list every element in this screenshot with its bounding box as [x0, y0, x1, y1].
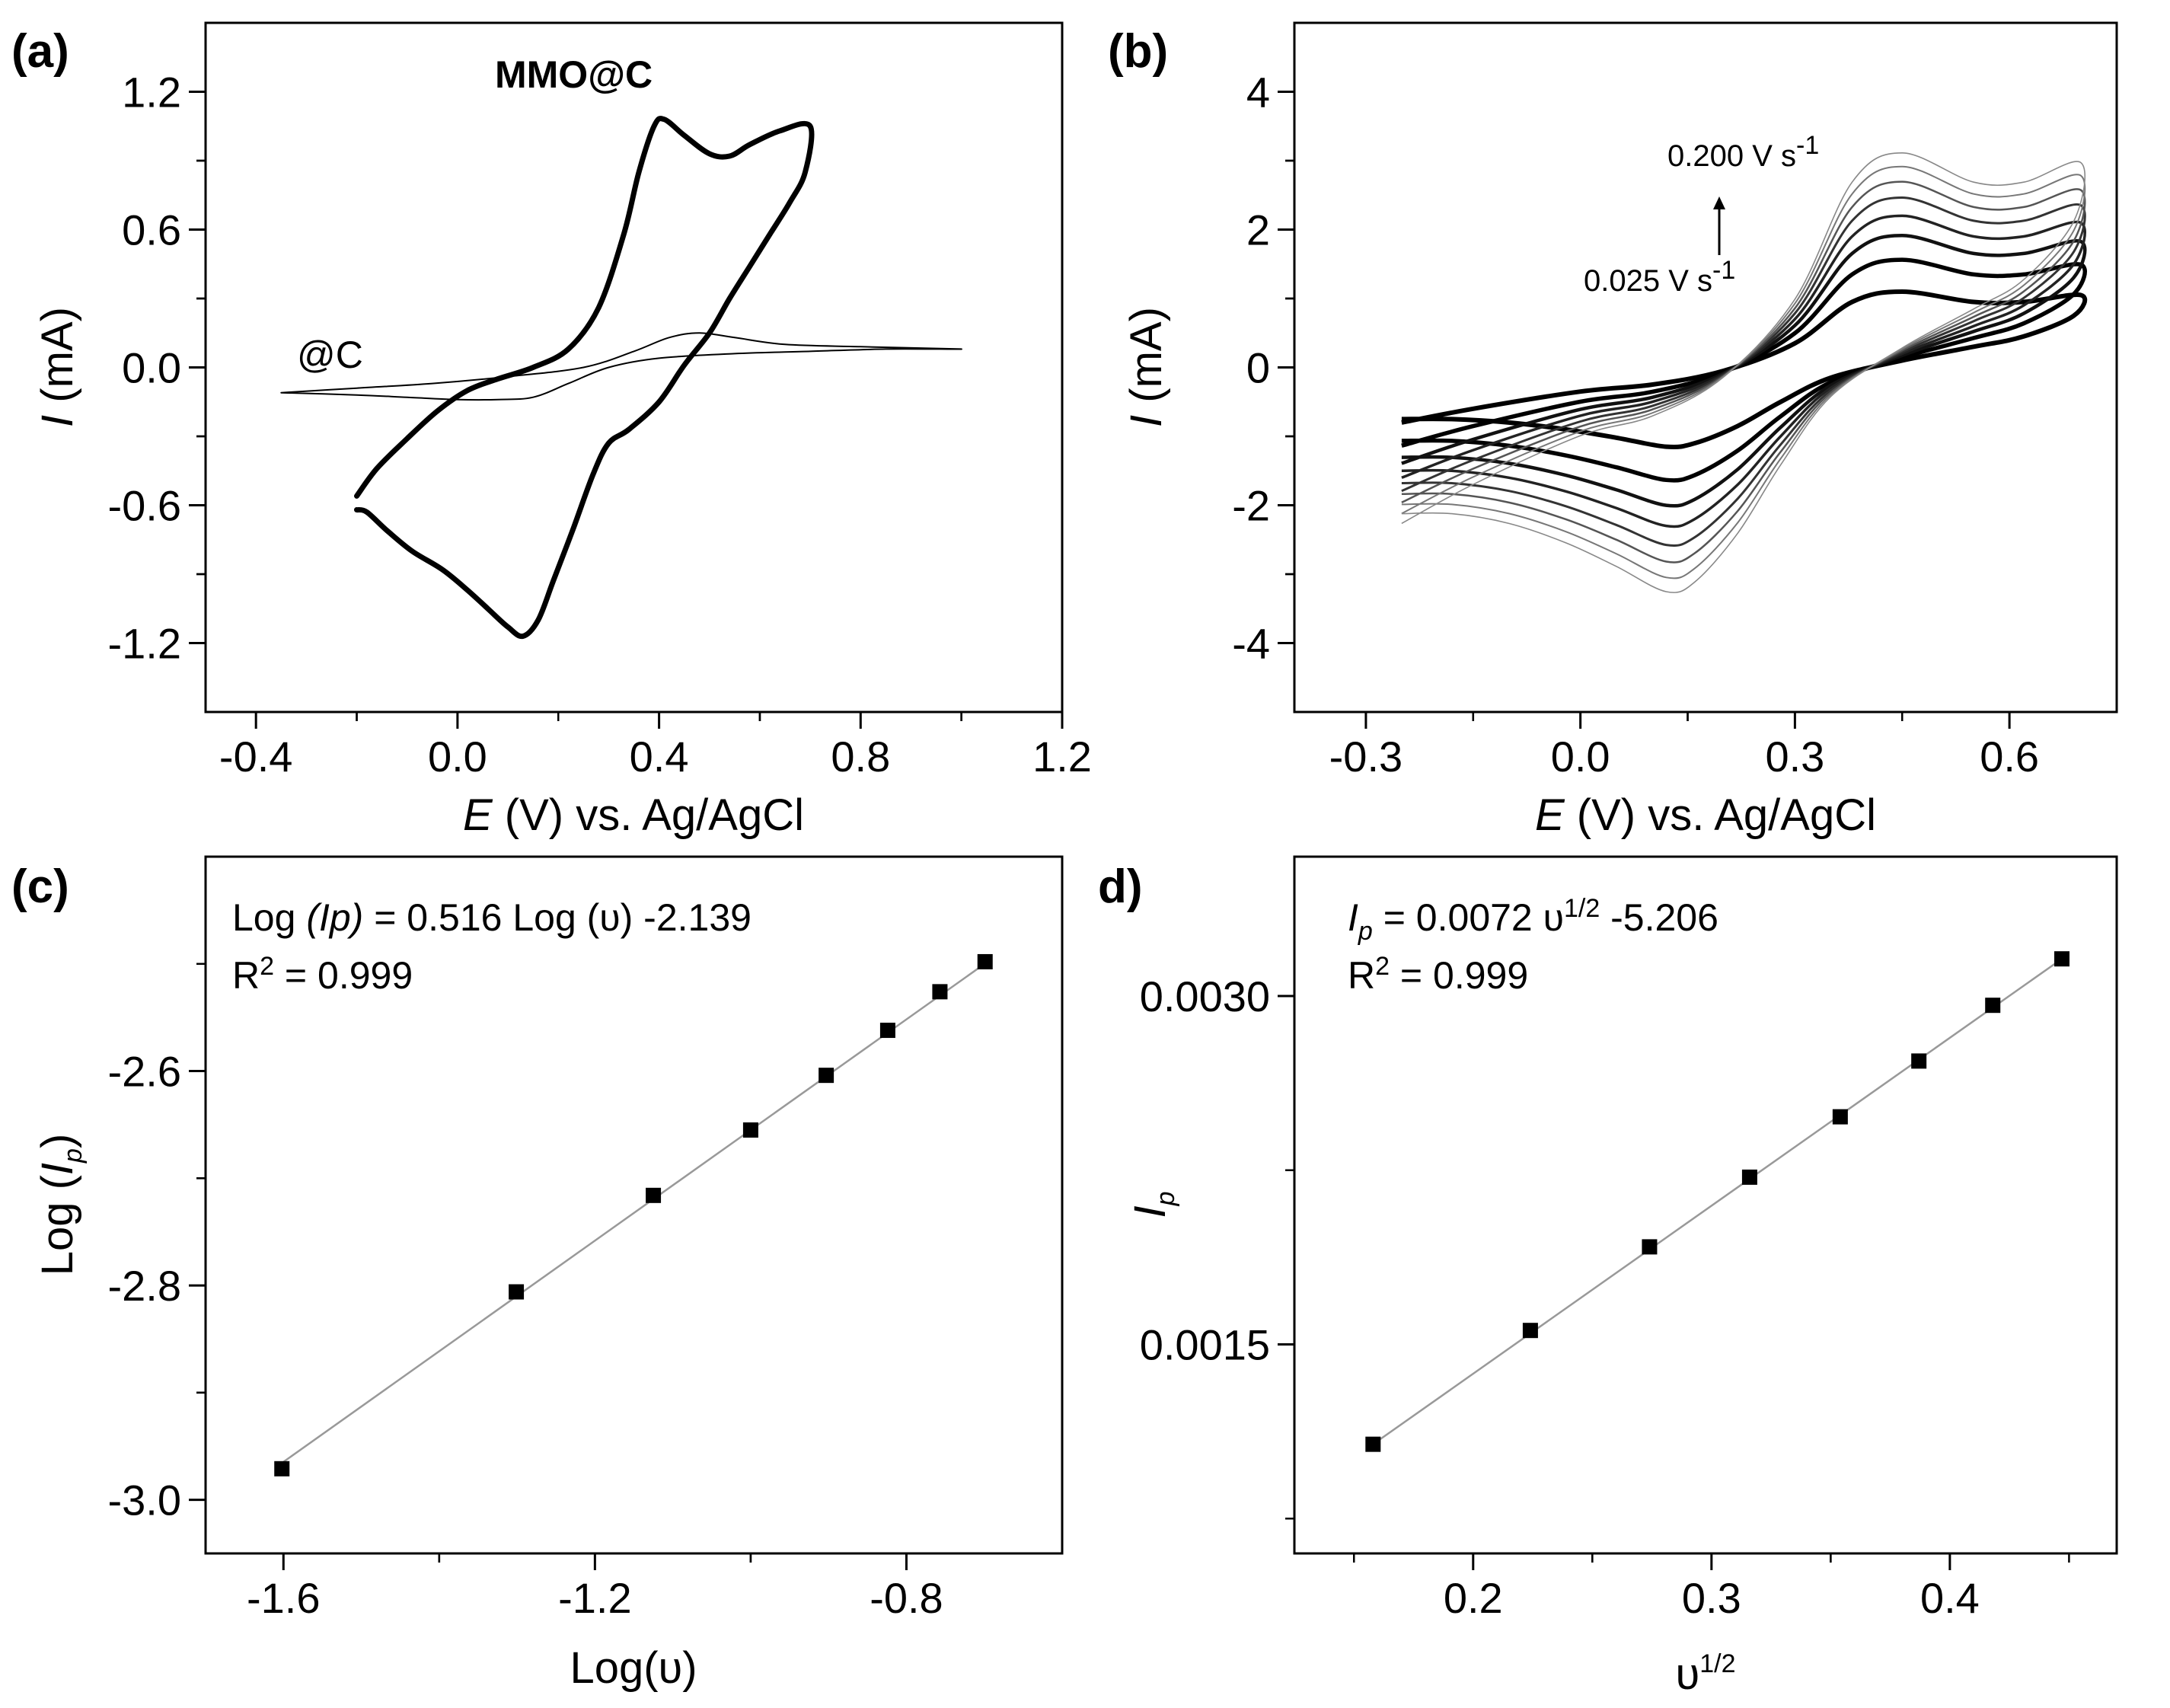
- data-point: [1911, 1053, 1927, 1069]
- panel-c-equation: Log (Ip) = 0.516 Log (υ) -2.139: [232, 896, 752, 939]
- data-point: [509, 1284, 525, 1300]
- panel-d-label: d): [1098, 860, 1143, 913]
- panel-b-frame: [1293, 21, 2118, 714]
- data-point: [1741, 1169, 1757, 1185]
- y-tick-label: -4: [1232, 620, 1270, 668]
- y-tick-label: 0.0: [122, 344, 181, 392]
- data-point: [932, 984, 948, 1000]
- y-tick-label: -1.2: [108, 620, 182, 668]
- panel-b-series: [1401, 152, 2088, 594]
- data-point: [2054, 951, 2069, 967]
- x-tick-label: 0.0: [428, 733, 487, 781]
- panel-a-series: [280, 116, 962, 640]
- data-point: [646, 1187, 662, 1203]
- data-point: [742, 1122, 758, 1138]
- y-tick-label: 0.6: [122, 206, 181, 254]
- cv-curve-scan-rate-4: [1401, 214, 2087, 528]
- y-tick-label: 4: [1246, 69, 1270, 117]
- fit-line: [1372, 958, 2063, 1445]
- x-tick-label: 0.3: [1682, 1574, 1741, 1622]
- panel-b-low-rate-label: 0.025 V s-1: [1584, 256, 1735, 298]
- cv-curve-scan-rate-3: [1401, 234, 2087, 508]
- panel-c-y-axis: -3.0 -2.8 -2.6: [108, 963, 206, 1524]
- panel-a-y-axis: -1.2 -0.6 0.0 0.6 1.2: [108, 69, 206, 668]
- x-tick-label: 0.4: [1920, 1574, 1980, 1622]
- mmo-c-cv-curve: [354, 116, 815, 640]
- panel-d-r2: R2 = 0.999: [1348, 952, 1528, 997]
- cv-curve-scan-rate-1: [1401, 289, 2088, 450]
- fit-line: [281, 963, 986, 1464]
- x-tick-label: 0.4: [630, 733, 689, 781]
- panel-a-x-axis: -0.4 0.0 0.4 0.8 1.2: [219, 712, 1092, 781]
- data-point: [1985, 998, 2001, 1014]
- panel-d-frame: [1293, 855, 2118, 1555]
- panel-b-y-axis: -4 -2 0 2 4: [1232, 69, 1294, 668]
- x-tick-label: -0.8: [870, 1574, 943, 1622]
- y-tick-label: 0.0015: [1140, 1321, 1270, 1369]
- data-point: [879, 1023, 895, 1039]
- data-point: [1522, 1323, 1538, 1339]
- panel-c-x-axis: -1.6 -1.2 -0.8: [247, 1553, 943, 1622]
- y-tick-label: -3.0: [108, 1477, 182, 1524]
- panel-c: (c) -1.6 -1.2 -0.8 -3.0 -2.8 -2.6 Log (Ip) =…: [11, 855, 1064, 1693]
- panel-c-x-label: Log(υ): [570, 1643, 697, 1693]
- data-point: [1365, 1436, 1381, 1452]
- y-tick-label: -2: [1232, 482, 1270, 530]
- x-tick-label: -1.2: [558, 1574, 632, 1622]
- x-tick-label: 0.0: [1551, 733, 1610, 781]
- panel-a-c-label: @C: [297, 334, 363, 376]
- panel-d-y-axis: 0.0015 0.0030: [1140, 972, 1294, 1520]
- panel-a: (a) -0.4 0.0 0.4 0.8 1.2 -1.2 -0.6 0.0 0.6 1.2 M…: [11, 21, 1092, 840]
- panel-a-x-label: E (V) vs. Ag/AgCl: [463, 790, 804, 840]
- panel-d-x-axis: 0.2 0.3 0.4: [1353, 1553, 2070, 1622]
- panel-c-series: [274, 953, 993, 1477]
- cv-curve-scan-rate-2: [1401, 257, 2087, 483]
- panel-d-y-label: Ip: [1125, 1191, 1180, 1218]
- data-point: [274, 1461, 290, 1477]
- y-tick-label: 0.0030: [1140, 972, 1270, 1020]
- cv-curve-scan-rate-5: [1401, 196, 2086, 548]
- y-tick-label: -2.8: [108, 1262, 182, 1310]
- panel-b-arrow-head: [1713, 196, 1725, 209]
- x-tick-label: 0.6: [1980, 733, 2039, 781]
- y-tick-label: 0: [1246, 344, 1270, 392]
- cv-curve-scan-rate-7: [1401, 165, 2086, 579]
- panel-b-label: (b): [1108, 25, 1168, 78]
- y-tick-label: 1.2: [122, 69, 181, 117]
- cv-curve-scan-rate-8: [1401, 152, 2086, 594]
- panel-c-frame: [204, 855, 1064, 1555]
- panel-b: (b) -0.3 0.0 0.3 0.6 -4 -2 0 2 4 0.200 V s-1 0.…: [1108, 21, 2118, 840]
- cv-curve-scan-rate-6: [1401, 180, 2086, 563]
- panel-a-label: (a): [11, 25, 69, 78]
- data-point: [1642, 1239, 1658, 1255]
- data-point: [1832, 1109, 1848, 1125]
- c-cv-curve: [280, 332, 962, 401]
- data-point: [977, 953, 993, 969]
- y-tick-label: -0.6: [108, 482, 182, 530]
- panel-a-mmo-label: MMO@C: [495, 53, 653, 96]
- panel-d: d) 0.2 0.3 0.4 0.0015 0.0030 Ip = 0.0072 υ1…: [1098, 855, 2118, 1699]
- x-tick-label: 1.2: [1032, 733, 1092, 781]
- panel-c-label: (c): [11, 860, 69, 913]
- data-point: [819, 1068, 834, 1084]
- panel-d-equation: Ip = 0.0072 υ1/2 -5.206: [1348, 894, 1718, 946]
- panel-d-x-label: υ1/2: [1676, 1649, 1736, 1699]
- panel-b-x-label: E (V) vs. Ag/AgCl: [1535, 790, 1876, 840]
- x-tick-label: -0.3: [1329, 733, 1403, 781]
- y-tick-label: 2: [1246, 206, 1270, 254]
- panel-d-series: [1365, 951, 2069, 1452]
- x-tick-label: -1.6: [247, 1574, 321, 1622]
- x-tick-label: 0.8: [831, 733, 890, 781]
- panel-b-y-label: I (mA): [1122, 307, 1171, 427]
- panel-a-y-label: I (mA): [33, 307, 82, 427]
- panel-b-x-axis: -0.3 0.0 0.3 0.6: [1329, 712, 2039, 781]
- y-tick-label: -2.6: [108, 1048, 182, 1096]
- x-tick-label: -0.4: [219, 733, 293, 781]
- x-tick-label: 0.2: [1444, 1574, 1503, 1622]
- panel-c-y-label: Log (Ip): [33, 1134, 88, 1276]
- panel-b-high-rate-label: 0.200 V s-1: [1667, 131, 1819, 173]
- x-tick-label: 0.3: [1765, 733, 1824, 781]
- panel-c-r2: R2 = 0.999: [232, 952, 413, 997]
